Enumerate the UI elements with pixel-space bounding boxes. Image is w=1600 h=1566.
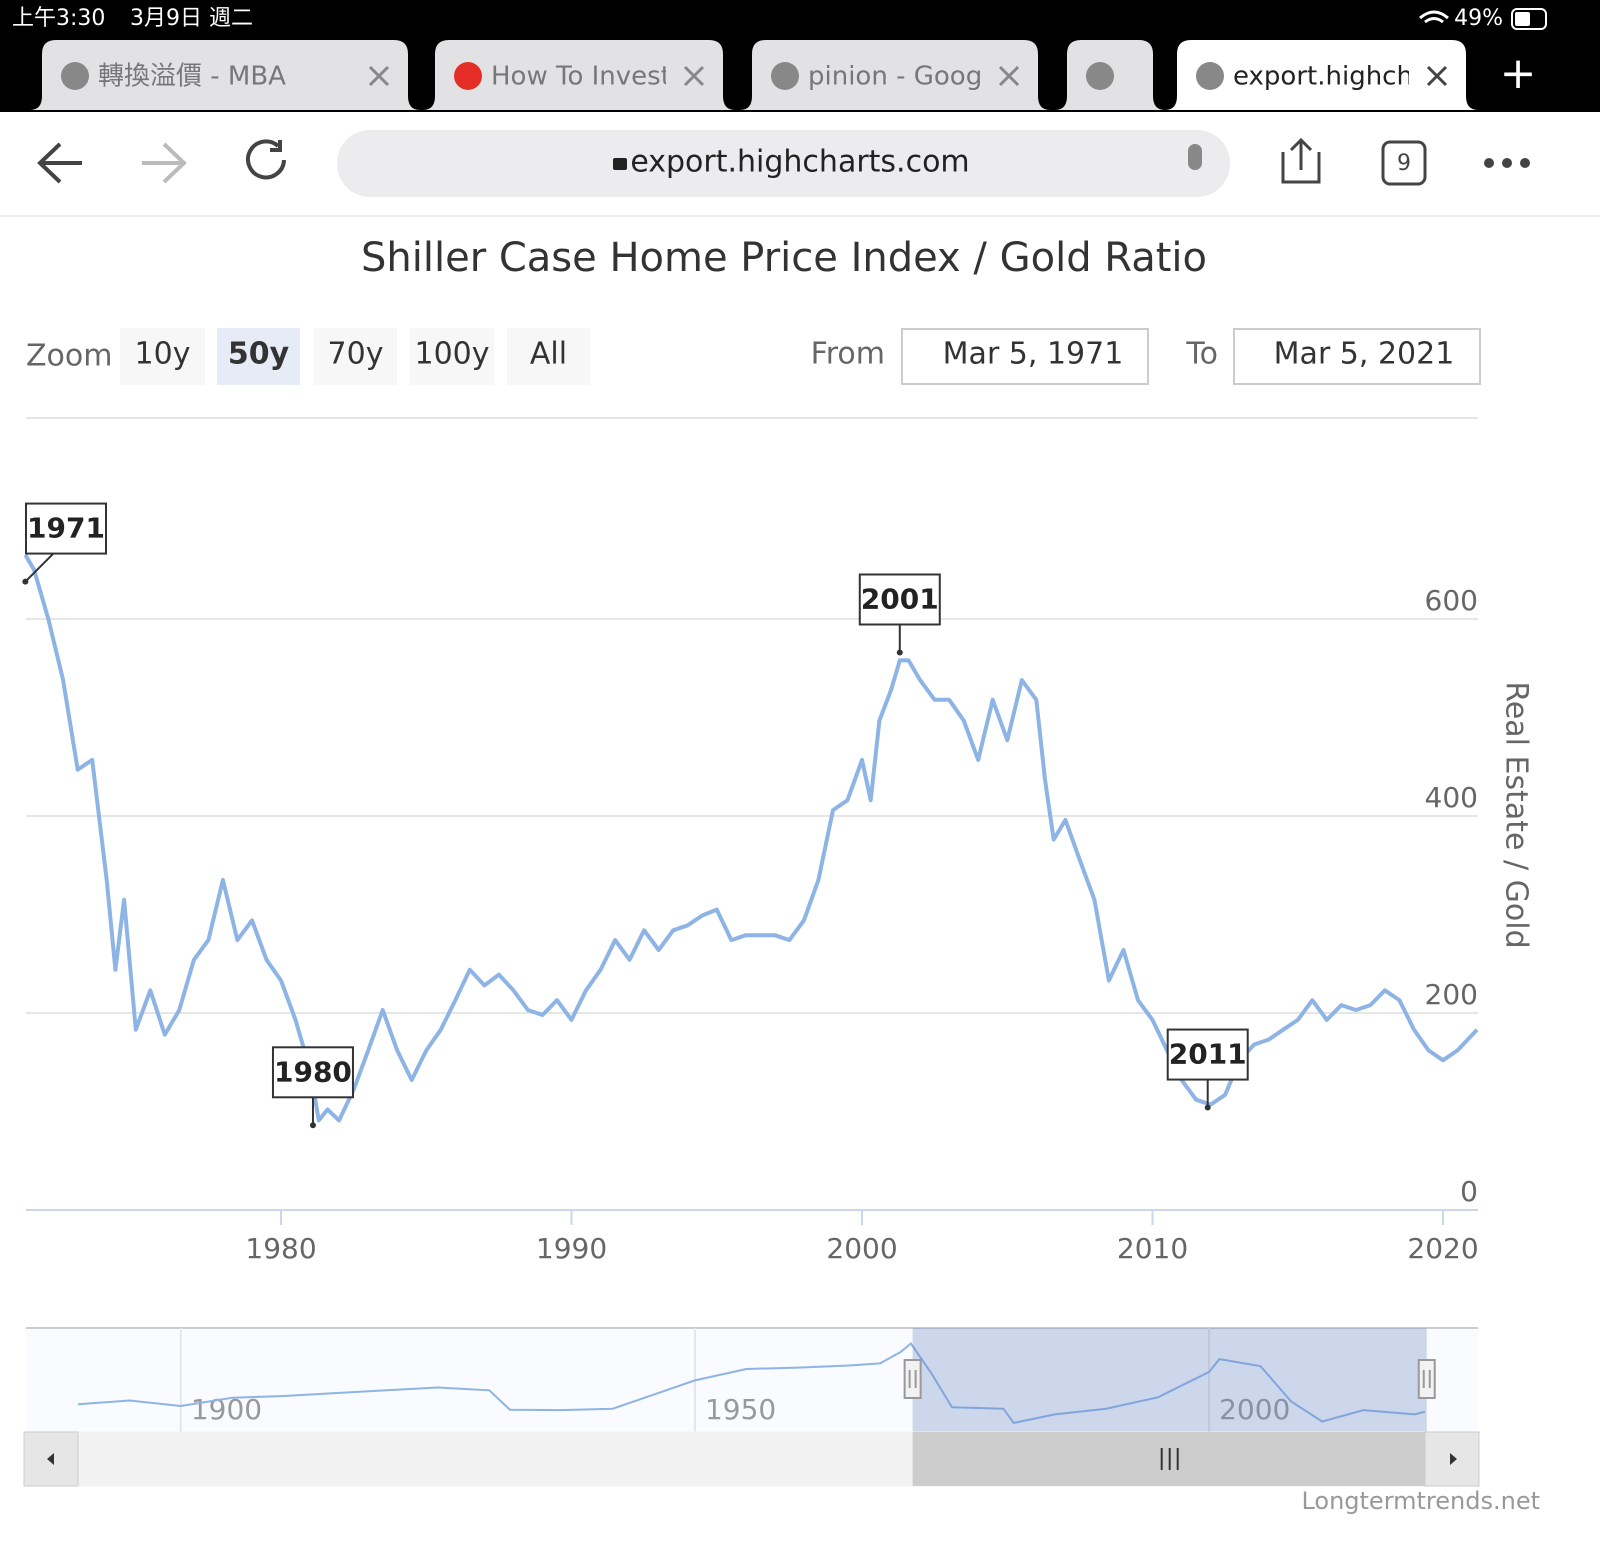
url: export.highcharts.com: [630, 145, 969, 180]
flag-box: [858, 573, 941, 626]
flag-box: [1166, 1028, 1249, 1081]
handle-grip: [1422, 1370, 1431, 1388]
y-axis-title: Real Estate / Gold: [1499, 681, 1534, 948]
zoom-button-label: 50y: [228, 337, 290, 372]
tab-title: export.highcha: [1233, 62, 1429, 92]
from-label: From: [811, 337, 885, 372]
y-tick-label: 200: [1425, 978, 1478, 1011]
zoom-button-label: 10y: [135, 337, 191, 372]
flag-label: 2011: [1169, 1038, 1247, 1071]
arrow-right: [1450, 1453, 1457, 1465]
tab[interactable]: [1165, 40, 1478, 110]
tab-close[interactable]: [683, 65, 705, 87]
tab-count: 9: [1397, 151, 1411, 176]
zoom-label: Zoom: [26, 339, 112, 374]
zoom-button[interactable]: [217, 328, 300, 385]
tab-close[interactable]: [1426, 65, 1448, 87]
handle-grip: [908, 1370, 917, 1388]
to-label: To: [1185, 337, 1218, 372]
navigator-selection[interactable]: [912, 1328, 1427, 1432]
flag-point: [309, 1122, 316, 1129]
tab-close[interactable]: [998, 65, 1020, 87]
tab-icon: [1086, 62, 1114, 90]
zoom-button[interactable]: [507, 328, 590, 385]
y-tick-label: 600: [1425, 584, 1478, 617]
mic-icon[interactable]: [1188, 144, 1202, 170]
x-tick-label: 2020: [1407, 1232, 1478, 1265]
zoom-button-label: 100y: [414, 337, 489, 372]
arrow-left: [47, 1453, 54, 1465]
back-button[interactable]: [37, 142, 82, 184]
navigator-bg: [26, 1328, 1478, 1432]
flag-label: 2001: [861, 582, 939, 615]
y-tick-label: 0: [1460, 1175, 1478, 1208]
lock-icon: [613, 158, 627, 170]
line-series: [23, 553, 1479, 1123]
flag-label: 1980: [274, 1055, 352, 1088]
from-value: Mar 5, 1971: [943, 337, 1124, 372]
tabs-button[interactable]: [1381, 140, 1427, 186]
navigator-handle[interactable]: [903, 1359, 922, 1399]
to-value: Mar 5, 2021: [1274, 337, 1455, 372]
flag-point: [1204, 1104, 1211, 1111]
zoom-button-label: 70y: [328, 337, 384, 372]
reload-button[interactable]: [246, 139, 286, 180]
status-battery: 49%: [1454, 6, 1503, 31]
zoom-button[interactable]: [120, 328, 205, 385]
share-button[interactable]: [1281, 137, 1321, 184]
tab[interactable]: [423, 40, 735, 110]
flag-box: [271, 1046, 354, 1099]
navigator-series: [77, 1342, 1426, 1425]
forward-button[interactable]: [142, 142, 187, 184]
menu-button[interactable]: [1484, 158, 1530, 168]
x-tick-label: 2000: [826, 1232, 897, 1265]
x-tick-label: 2010: [1117, 1232, 1188, 1265]
tab[interactable]: [740, 40, 1050, 110]
from-input[interactable]: [901, 328, 1149, 385]
to-input[interactable]: [1233, 328, 1481, 385]
zoom-button[interactable]: [410, 328, 494, 385]
battery-level: [1515, 12, 1530, 26]
x-tick-label: 1980: [245, 1232, 316, 1265]
battery-icon: [1511, 8, 1547, 30]
navigator-handle[interactable]: [1417, 1359, 1436, 1399]
x-tick-label: 1990: [536, 1232, 607, 1265]
flag-stem: [24, 552, 55, 583]
tab-title: 轉換溢價 - MBA: [98, 62, 286, 92]
address-bar[interactable]: [337, 130, 1230, 197]
tab-title: How To Invest: [491, 62, 671, 92]
new-tab-button[interactable]: +: [1500, 48, 1537, 99]
tab-icon: [1196, 62, 1224, 90]
status-date: 3月9日 週二: [130, 6, 253, 31]
tab-close[interactable]: [368, 65, 390, 87]
tab-icon: [61, 62, 89, 90]
y-tick-label: 400: [1425, 781, 1478, 814]
tab-title: pinion - Google: [808, 62, 1005, 92]
flag-box: [25, 502, 107, 555]
flag-label: 1971: [27, 512, 105, 545]
flag-point: [22, 578, 29, 585]
zoom-button-label: All: [530, 337, 567, 372]
chart-title: Shiller Case Home Price Index / Gold Rat…: [361, 235, 1207, 281]
credits: Longtermtrends.net: [1301, 1487, 1540, 1515]
flag-point: [896, 649, 903, 656]
scrollbar-grip: [1160, 1448, 1179, 1470]
navigator-tick-label: 1950: [705, 1393, 776, 1426]
navigator-tick-label: 2000: [1219, 1393, 1290, 1426]
tab-icon: [771, 62, 799, 90]
wifi-icon: [1419, 10, 1449, 24]
status-time: 上午3:30: [12, 6, 105, 31]
tab-icon: [454, 62, 482, 90]
tab[interactable]: [30, 40, 420, 110]
zoom-button[interactable]: [314, 328, 397, 385]
